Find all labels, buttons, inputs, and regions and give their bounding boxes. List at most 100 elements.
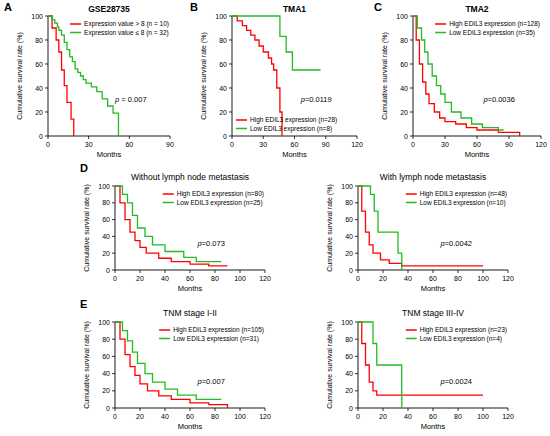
y-tick-label: 0 (349, 405, 353, 412)
legend-label: Low EDIL3 expression (n=35) (449, 29, 535, 37)
y-tick-label: 20 (219, 109, 227, 116)
survival-curve (115, 186, 221, 262)
x-tick (508, 270, 509, 273)
legend-swatch (236, 119, 247, 121)
x-axis (413, 136, 541, 137)
chart-title: GSE28735 (88, 4, 130, 14)
y-tick-label: 0 (404, 133, 408, 140)
p-number: =0.0119 (305, 95, 332, 104)
legend-swatch (163, 202, 174, 204)
y-tick-label: 60 (400, 61, 408, 68)
y-tick-label: 0 (39, 133, 43, 140)
y-tick-label: 40 (345, 370, 353, 377)
p-number: = 0.007 (119, 95, 146, 104)
y-axis (232, 16, 233, 136)
x-tick (433, 270, 434, 273)
y-tick-label: 20 (345, 250, 353, 257)
y-tick-label: 60 (35, 61, 43, 68)
legend: Expression value > 8 (n = 10)Expression … (70, 20, 169, 37)
legend-label: Expression value > 8 (n = 10) (84, 20, 169, 28)
x-tick-label: 100 (477, 275, 489, 282)
x-tick (115, 270, 116, 273)
y-axis (358, 322, 359, 408)
x-tick-label: 60 (125, 141, 133, 148)
x-tick (140, 408, 141, 411)
x-tick (433, 408, 434, 411)
y-tick-label: 40 (219, 85, 227, 92)
y-tick-label: 40 (35, 85, 43, 92)
x-axis-title: Months (178, 284, 203, 293)
x-tick (358, 408, 359, 411)
legend-swatch (70, 32, 81, 34)
chart-title: With lymph node metastasis (380, 172, 486, 182)
legend-label: Low EDIL3 expression (n=31) (173, 335, 259, 343)
y-tick-label: 40 (345, 233, 353, 240)
legend-label: Low EDIL3 expression (n=4) (420, 335, 502, 343)
legend: High EDIL3 expression (n=28)Low EDIL3 ex… (236, 116, 337, 133)
legend-swatch (406, 329, 417, 331)
y-tick-label: 40 (102, 233, 110, 240)
y-axis-title: Cumulative survival rate (%) (200, 32, 208, 120)
panel-letter: A (4, 1, 12, 13)
legend-label: High EDIL3 expression (n=128) (449, 20, 540, 28)
y-tick-label: 0 (349, 267, 353, 274)
y-tick-label: 80 (102, 199, 110, 206)
x-tick-label: 100 (234, 275, 246, 282)
panel: DWithout lymph node metastasis0204060801… (80, 162, 271, 293)
x-tick-label: 0 (230, 141, 234, 148)
x-tick-label: 90 (166, 141, 174, 148)
x-tick (358, 270, 359, 273)
legend: High EDIL3 expression (n=48)Low EDIL3 ex… (406, 190, 507, 207)
y-tick-label: 20 (345, 387, 353, 394)
y-tick-label: 0 (223, 133, 227, 140)
x-tick-label: 20 (379, 413, 387, 420)
x-tick-label: 90 (505, 141, 513, 148)
y-tick-label: 80 (35, 37, 43, 44)
x-tick-label: 30 (441, 141, 449, 148)
x-axis-title: Months (421, 284, 446, 293)
y-tick-label: 100 (98, 183, 110, 190)
x-tick-label: 120 (502, 413, 514, 420)
x-axis (115, 408, 265, 409)
p-number: =0.007 (202, 377, 225, 386)
y-tick-label: 100 (341, 319, 353, 326)
p-value: p=0.0042 (440, 239, 473, 248)
x-tick-label: 0 (356, 275, 360, 282)
y-axis (413, 16, 414, 136)
p-number: =0.0024 (445, 377, 472, 386)
x-axis-title: Months (282, 150, 307, 159)
legend-swatch (70, 23, 81, 25)
x-tick-label: 120 (259, 275, 271, 282)
x-axis (48, 136, 170, 137)
x-tick (265, 408, 266, 411)
x-tick-label: 100 (234, 413, 246, 420)
x-tick (265, 270, 266, 273)
x-tick-label: 120 (351, 141, 363, 148)
legend-label: High EDIL3 expression (n=28) (250, 116, 337, 124)
panel-letter: D (80, 162, 88, 174)
x-tick (215, 270, 216, 273)
survival-curve (48, 16, 74, 136)
legend-swatch (406, 193, 417, 195)
x-tick (383, 408, 384, 411)
panel: BTMA10204060801000306090120MonthsCumulat… (190, 1, 363, 159)
x-tick-label: 60 (473, 141, 481, 148)
x-axis-title: Months (465, 150, 490, 159)
survival-curve (232, 16, 321, 70)
y-tick-label: 80 (345, 199, 353, 206)
p-number: =0.073 (202, 239, 225, 248)
chart-title: TNM stage III-IV (402, 308, 464, 318)
x-tick-label: 80 (454, 275, 462, 282)
legend: High EDIL3 expression (n=80)Low EDIL3 ex… (163, 190, 264, 207)
legend-swatch (435, 23, 446, 25)
y-tick-label: 100 (215, 13, 227, 20)
x-axis (358, 408, 508, 409)
legend-label: High EDIL3 expression (n=105) (173, 326, 264, 334)
panel-letter: E (80, 298, 87, 310)
x-tick (508, 408, 509, 411)
y-tick-label: 60 (102, 353, 110, 360)
y-tick-label: 40 (102, 370, 110, 377)
y-axis (115, 322, 116, 408)
panel: AGSE287350204060801000306090MonthsCumula… (4, 1, 174, 159)
legend: High EDIL3 expression (n=128)Low EDIL3 e… (435, 20, 540, 37)
